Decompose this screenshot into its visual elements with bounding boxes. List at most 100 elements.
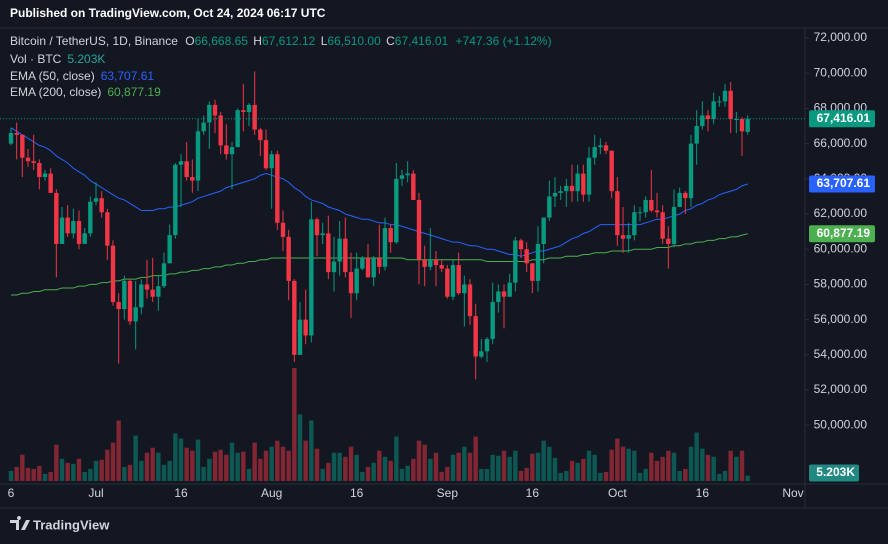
candle-body: [258, 129, 263, 141]
ohlc-value: 67,416.01: [395, 34, 449, 48]
candle-body: [20, 134, 25, 158]
volume-bar: [93, 460, 99, 481]
volume-bar: [99, 459, 104, 481]
candle-body: [558, 191, 563, 193]
candle-body: [178, 161, 184, 165]
y-tick-label: 70,000.00: [814, 65, 868, 79]
y-tick-label: 72,000.00: [814, 30, 868, 44]
volume-bar: [31, 468, 36, 481]
volume-name: Vol · BTC: [10, 52, 62, 66]
volume-bar: [212, 451, 218, 481]
candle-body: [711, 101, 716, 119]
volume-bar: [280, 446, 286, 481]
change: +747.36 (+1.12%): [456, 34, 552, 48]
volume-bar: [314, 448, 320, 481]
volume-bar: [637, 472, 643, 481]
candle-body: [467, 284, 473, 317]
candle-body: [241, 110, 246, 112]
candle-body: [82, 233, 87, 244]
candle-body: [59, 217, 65, 244]
volume-bar: [615, 438, 620, 481]
candle-body: [139, 284, 144, 308]
volume-bar: [467, 452, 473, 481]
volume-bar: [207, 458, 212, 481]
y-tick-label: 60,000.00: [814, 241, 868, 255]
volume-bar: [541, 440, 546, 481]
volume-bar: [688, 446, 694, 481]
volume-bar: [258, 458, 263, 481]
volume-bar: [479, 468, 484, 481]
volume-bar: [428, 458, 433, 481]
volume-bar: [581, 458, 586, 481]
candle-body: [671, 206, 677, 244]
candle-body: [592, 147, 597, 158]
candle-body: [326, 233, 331, 273]
candle-body: [416, 199, 422, 260]
candle-body: [473, 316, 478, 357]
volume-bar: [632, 450, 637, 481]
ema-line: [10, 127, 748, 257]
candle-body: [734, 118, 739, 120]
candle-body: [598, 145, 603, 148]
volume-bar: [496, 455, 501, 481]
volume-bar: [722, 470, 728, 481]
volume-bar: [42, 473, 48, 481]
candle-body: [48, 173, 53, 193]
price-tag-label: 67,416.01: [817, 111, 871, 125]
candle-body: [348, 272, 354, 294]
ohlc-key: C: [386, 34, 395, 48]
volume-bar: [518, 470, 524, 481]
volume-bar: [433, 452, 439, 481]
candle-body: [371, 258, 376, 278]
candle-body: [535, 243, 541, 281]
x-tick-label: 16: [174, 486, 188, 500]
candle-body: [609, 150, 614, 192]
volume-bar: [535, 452, 541, 481]
ohlc-key: L: [321, 34, 328, 48]
volume-bar: [586, 450, 592, 481]
candle-body: [700, 115, 705, 127]
volume-bar: [337, 452, 342, 481]
candle-body: [116, 302, 121, 310]
candle-body: [575, 173, 580, 192]
price-tag: [809, 175, 875, 193]
volume-bar: [139, 460, 144, 481]
candle-body: [343, 238, 348, 273]
volume-bar: [377, 450, 382, 481]
volume-bar: [286, 450, 291, 481]
volume-bar: [59, 458, 65, 481]
candle-body: [14, 133, 19, 135]
candle-body: [739, 118, 745, 132]
candle-body: [71, 221, 76, 234]
candle-body: [547, 196, 552, 218]
candle-body: [382, 228, 388, 267]
volume-bar: [671, 452, 677, 481]
volume-bar: [82, 471, 87, 481]
volume-bar: [14, 466, 19, 481]
volume-bar: [484, 468, 490, 481]
candle-body: [93, 198, 99, 202]
candle-body: [603, 145, 609, 151]
volume-bar: [37, 465, 42, 481]
volume-bar: [569, 460, 575, 481]
price-tag: [809, 225, 875, 243]
volume-bar: [439, 471, 444, 481]
candle-body: [479, 351, 484, 357]
volume-bar: [462, 446, 467, 481]
volume-bar: [728, 450, 733, 481]
ema-value: 63,707.61: [101, 69, 155, 83]
brand: TradingView: [33, 517, 110, 532]
candle-body: [331, 261, 337, 273]
volume-bar: [309, 420, 314, 481]
volume-bar: [609, 449, 614, 481]
x-tick-label: Sep: [437, 486, 459, 500]
candle-body: [144, 284, 150, 290]
x-tick-label: 6: [8, 486, 15, 500]
candle-body: [581, 173, 586, 195]
candle-body: [666, 238, 671, 244]
volume-bar: [530, 453, 535, 481]
candle-body: [507, 282, 512, 297]
plot: [0, 71, 805, 481]
candle-body: [190, 177, 195, 181]
